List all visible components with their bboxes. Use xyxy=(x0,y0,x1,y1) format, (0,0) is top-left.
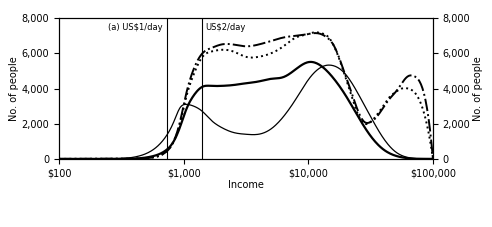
1980 xyxy=(259,79,265,82)
1998 xyxy=(423,99,429,101)
X-axis label: Income: Income xyxy=(228,180,264,190)
1970 xyxy=(259,132,265,135)
1980 xyxy=(364,130,370,132)
1980 xyxy=(430,158,436,160)
1980 xyxy=(56,158,62,160)
Line: 1998: 1998 xyxy=(59,33,433,159)
1998 xyxy=(82,158,88,160)
Text: US$2/day: US$2/day xyxy=(206,22,246,32)
1990 xyxy=(82,158,88,160)
1990 xyxy=(279,46,285,48)
1990 xyxy=(234,52,240,55)
Line: 1970: 1970 xyxy=(59,65,433,159)
1990 xyxy=(423,117,429,120)
1990 xyxy=(237,53,243,56)
1980 xyxy=(308,61,314,63)
1980 xyxy=(234,83,240,86)
1998 xyxy=(259,42,265,45)
1980 xyxy=(279,76,285,79)
Text: (a) US$1/day: (a) US$1/day xyxy=(108,22,163,32)
1970 xyxy=(430,158,436,160)
Legend: 1970, 1980, 1990, 1998: 1970, 1980, 1990, 1998 xyxy=(106,223,386,227)
1998 xyxy=(279,36,285,39)
Y-axis label: No. of people: No. of people xyxy=(473,56,483,121)
1998 xyxy=(312,32,318,35)
1990 xyxy=(430,158,436,160)
1970 xyxy=(279,117,285,119)
1998 xyxy=(56,158,62,160)
Y-axis label: No. of people: No. of people xyxy=(9,56,19,121)
1980 xyxy=(423,158,429,160)
1970 xyxy=(364,109,370,111)
1990 xyxy=(56,158,62,160)
1998 xyxy=(430,158,436,160)
1998 xyxy=(237,44,243,47)
1970 xyxy=(326,64,332,67)
1970 xyxy=(75,158,81,160)
1970 xyxy=(423,158,429,160)
1970 xyxy=(56,158,62,160)
Line: 1990: 1990 xyxy=(59,32,433,159)
1970 xyxy=(237,132,243,135)
1998 xyxy=(234,44,240,47)
Line: 1980: 1980 xyxy=(59,62,433,159)
1990 xyxy=(259,55,265,57)
1970 xyxy=(234,132,240,135)
1990 xyxy=(312,31,318,34)
1990 xyxy=(364,123,370,125)
1980 xyxy=(82,158,88,160)
1980 xyxy=(237,83,243,86)
1998 xyxy=(364,122,370,124)
